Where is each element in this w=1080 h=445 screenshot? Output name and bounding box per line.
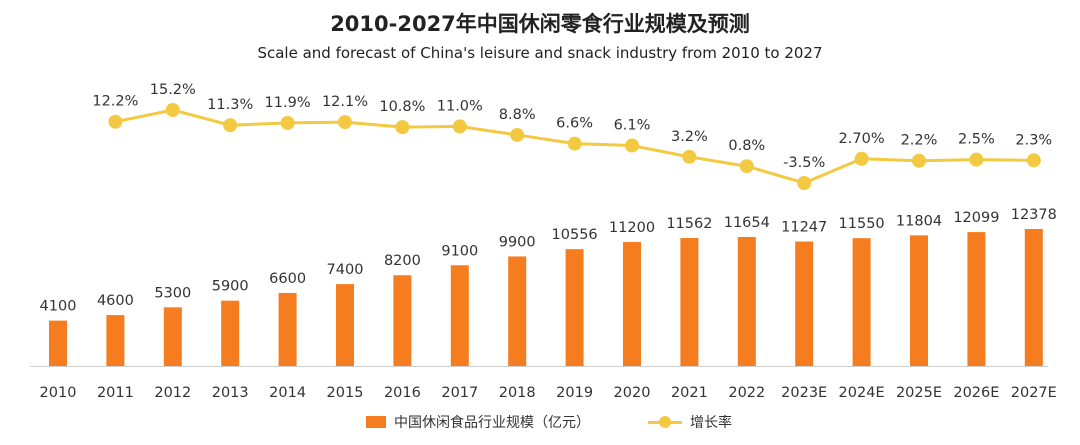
x-tick-label-2018: 2018 — [499, 385, 536, 401]
x-tick-label-2017: 2017 — [441, 385, 478, 401]
x-tick-label-2014: 2014 — [269, 385, 306, 401]
x-tick-label-2022: 2022 — [728, 385, 765, 401]
bar-2022 — [737, 237, 756, 366]
growth-label-2013: 11.3% — [207, 97, 253, 113]
x-tick-label-2020: 2020 — [614, 385, 651, 401]
bar-2016 — [393, 275, 412, 366]
growth-point-2027E — [1026, 153, 1041, 168]
bar-2017 — [450, 265, 469, 366]
legend-item-growth[interactable]: 增长率 — [648, 412, 732, 432]
bar-value-label-2025E: 11804 — [896, 213, 942, 229]
chart-title: 2010-2027年中国休闲零食行业规模及预测 — [330, 12, 750, 36]
bar-value-label-2010: 4100 — [40, 299, 77, 315]
growth-label-2024E: 2.70% — [839, 131, 885, 147]
bar-value-label-2014: 6600 — [269, 271, 306, 287]
bar-value-label-2017: 9100 — [441, 243, 478, 259]
growth-label-2014: 11.9% — [265, 95, 311, 111]
bar-2018 — [508, 256, 527, 366]
growth-label-2019: 6.6% — [556, 116, 593, 132]
bar-2013 — [221, 300, 240, 366]
bar-2014 — [278, 292, 297, 366]
x-tick-label-2011: 2011 — [97, 385, 134, 401]
bar-2021 — [680, 238, 699, 366]
growth-label-2015: 12.1% — [322, 94, 368, 110]
growth-label-2017: 11.0% — [437, 98, 483, 114]
bar-2023E — [795, 241, 814, 366]
x-tick-label-2019: 2019 — [556, 385, 593, 401]
x-tick-label-2027E: 2027E — [1011, 385, 1057, 401]
legend-label-scale: 中国休闲食品行业规模（亿元） — [394, 415, 590, 431]
growth-label-2021: 3.2% — [671, 129, 708, 145]
growth-point-2020 — [625, 138, 639, 153]
growth-point-2017 — [452, 119, 467, 134]
x-tick-label-2016: 2016 — [384, 385, 421, 401]
bar-value-label-2024E: 11550 — [839, 216, 885, 232]
bar-2012 — [163, 307, 182, 366]
growth-point-2013 — [223, 118, 238, 133]
chart-subtitle: Scale and forecast of China's leisure an… — [257, 44, 823, 62]
growth-label-2016: 10.8% — [379, 99, 425, 115]
growth-point-2019 — [567, 136, 582, 151]
legend-label-growth: 增长率 — [690, 415, 732, 431]
growth-point-2023E — [797, 176, 812, 190]
x-tick-label-2013: 2013 — [212, 385, 249, 401]
growth-label-2022: 0.8% — [728, 138, 765, 154]
growth-point-2018 — [510, 127, 525, 142]
legend-bar-swatch — [366, 416, 386, 428]
growth-label-2026E: 2.5% — [958, 132, 995, 148]
x-tick-label-2024E: 2024E — [839, 385, 885, 401]
growth-label-2027E: 2.3% — [1015, 132, 1052, 148]
bar-value-label-2016: 8200 — [384, 253, 421, 269]
legend-line-swatch — [648, 416, 682, 428]
bar-value-label-2018: 9900 — [499, 234, 536, 250]
bar-value-label-2013: 5900 — [212, 279, 249, 295]
bar-value-label-2021: 11562 — [666, 216, 712, 232]
bar-2020 — [623, 242, 641, 366]
x-tick-label-2023E: 2023E — [781, 385, 827, 401]
x-tick-label-2012: 2012 — [154, 385, 191, 401]
bar-2024E — [852, 238, 871, 366]
growth-point-2025E — [912, 153, 926, 168]
bar-value-label-2019: 10556 — [552, 227, 598, 243]
x-tick-label-2021: 2021 — [671, 385, 708, 401]
x-tick-label-2025E: 2025E — [896, 385, 942, 401]
growth-point-2021 — [682, 149, 697, 164]
bar-2011 — [106, 315, 125, 366]
x-tick-label-2015: 2015 — [327, 385, 364, 401]
growth-point-2015 — [338, 115, 352, 130]
bar-value-label-2027E: 12378 — [1011, 207, 1057, 223]
growth-label-2012: 15.2% — [150, 82, 196, 98]
growth-label-2018: 8.8% — [499, 107, 536, 123]
growth-point-2011 — [108, 114, 123, 129]
chart-legend: 中国休闲食品行业规模（亿元） 增长率 — [0, 412, 1080, 436]
growth-label-2023E: -3.5% — [783, 155, 825, 171]
growth-point-2026E — [969, 152, 984, 167]
growth-point-2012 — [165, 103, 180, 117]
bar-value-label-2012: 5300 — [154, 285, 191, 301]
bar-value-label-2011: 4600 — [97, 293, 134, 309]
growth-label-2025E: 2.2% — [901, 133, 938, 149]
bar-2019 — [565, 249, 584, 366]
legend-item-scale[interactable]: 中国休闲食品行业规模（亿元） — [366, 412, 590, 432]
x-tick-label-2010: 2010 — [40, 385, 77, 401]
growth-point-2014 — [280, 115, 295, 130]
growth-point-2022 — [739, 159, 754, 174]
growth-label-2020: 6.1% — [614, 118, 651, 134]
bar-value-label-2015: 7400 — [327, 262, 364, 278]
bar-value-label-2022: 11654 — [724, 215, 770, 231]
x-tick-label-2026E: 2026E — [953, 385, 999, 401]
bar-value-label-2026E: 12099 — [953, 210, 999, 226]
bar-2015 — [336, 284, 354, 366]
growth-point-2024E — [854, 151, 869, 166]
bar-value-label-2023E: 11247 — [781, 220, 827, 236]
bar-2026E — [967, 232, 986, 366]
growth-label-2011: 12.2% — [92, 94, 138, 110]
bar-2010 — [49, 320, 67, 366]
bar-value-label-2020: 11200 — [609, 220, 655, 236]
bar-2025E — [910, 235, 928, 366]
bar-2027E — [1024, 229, 1043, 366]
growth-point-2016 — [395, 120, 410, 135]
chart-canvas: 4100 2010 4600 2011 5300 2012 5900 2013 6600 2014… — [30, 82, 1057, 401]
